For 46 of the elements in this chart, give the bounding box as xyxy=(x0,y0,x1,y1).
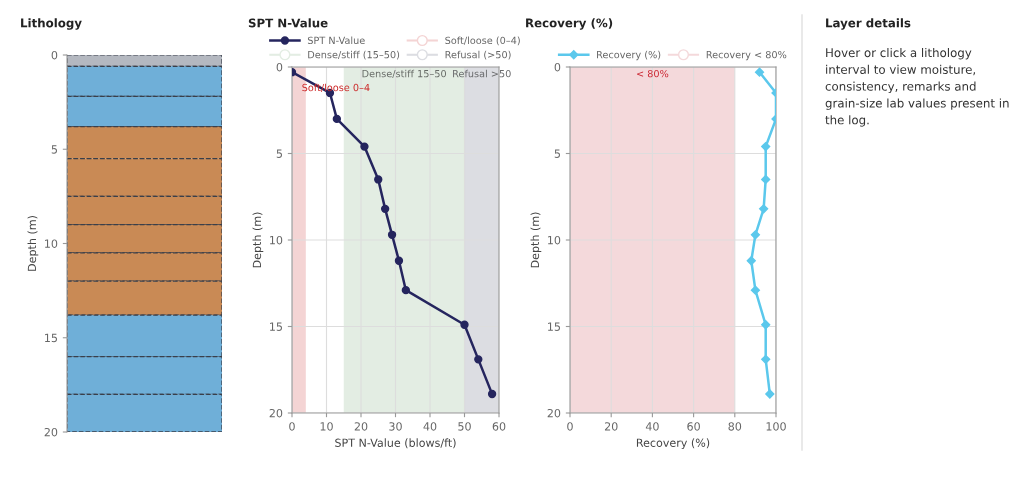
annotation: < 80% xyxy=(637,69,669,78)
text: Hover or click a lithology interval to view moisture, consistency, remarks and grain-size lab values present in the log. xyxy=(825,48,1009,127)
legend-label: Soft/loose (0–4) xyxy=(445,36,520,46)
legend-label: Recovery < 80% xyxy=(706,50,787,61)
y-tick-label: 0 xyxy=(554,62,561,72)
y-tick-label: 15 xyxy=(270,322,282,331)
x-tick-label: 50 xyxy=(458,422,471,431)
x-tick-label: 0 xyxy=(289,422,295,431)
y-tick-label: 0 xyxy=(276,62,283,72)
legend-label: Recovery (%) xyxy=(597,50,661,61)
x-tick-label: 40 xyxy=(645,422,659,431)
x-tick-label: 30 xyxy=(389,422,402,431)
x-tick-label: 80 xyxy=(728,422,742,431)
x-tick-label: 60 xyxy=(687,422,700,431)
y-axis-title: Depth (m) xyxy=(530,212,542,268)
y-tick-label: 20 xyxy=(547,408,561,418)
x-axis-title: Recovery (%) xyxy=(636,438,710,450)
y-tick-label: 10 xyxy=(548,235,561,245)
y-axis-title: Depth (m) xyxy=(27,216,39,271)
y-tick-label: 20 xyxy=(269,408,283,418)
annotation: Dense/stiff 15–50 xyxy=(362,69,447,79)
chart-title: Lithology xyxy=(21,18,82,30)
y-tick-label: 0 xyxy=(51,50,58,60)
x-tick-label: 20 xyxy=(354,422,368,431)
x-tick-label: 10 xyxy=(320,422,333,431)
legend-label: Refusal (>50) xyxy=(445,50,511,60)
x-tick-label: 20 xyxy=(604,422,618,431)
x-tick-label: 100 xyxy=(766,422,786,431)
x-tick-label: 60 xyxy=(492,422,506,431)
text: Layer details xyxy=(826,18,911,30)
y-tick-label: 10 xyxy=(270,235,283,245)
x-tick-label: 40 xyxy=(423,422,437,431)
y-axis-title: Depth (m) xyxy=(252,212,264,268)
chart-title: SPT N-Value xyxy=(248,18,328,28)
y-tick-label: 10 xyxy=(45,239,58,248)
legend-label: SPT N-Value xyxy=(307,36,365,45)
x-axis-title: SPT N-Value (blows/ft) xyxy=(335,438,456,449)
y-tick-label: 15 xyxy=(548,322,560,331)
annotation: Refusal >50 xyxy=(453,69,511,78)
x-tick-label: 0 xyxy=(567,422,573,431)
y-tick-label: 5 xyxy=(554,149,560,158)
y-tick-label: 15 xyxy=(45,333,57,343)
y-tick-label: 5 xyxy=(276,149,282,158)
y-tick-label: 5 xyxy=(51,145,57,154)
legend-label: Dense/stiff (15–50) xyxy=(308,50,400,60)
chart-title: Recovery (%) xyxy=(526,18,613,30)
